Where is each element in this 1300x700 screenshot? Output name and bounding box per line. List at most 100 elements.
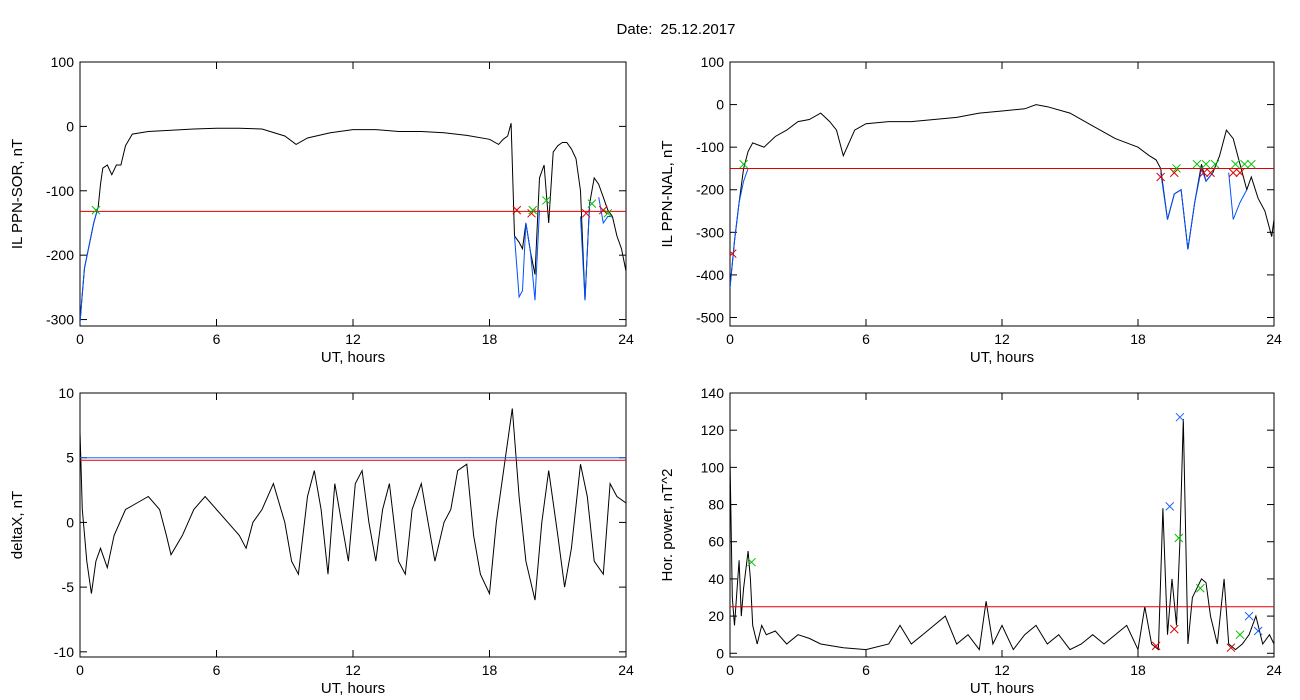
y-tick-label: -200 xyxy=(696,182,724,198)
x-tick-label: 12 xyxy=(994,331,1010,347)
y-tick-label: -5 xyxy=(62,579,75,595)
y-tick-label: 60 xyxy=(708,534,724,550)
y-tick-label: 0 xyxy=(716,645,724,661)
x-marker xyxy=(1199,168,1209,178)
y-axis-label: deltaX, nT xyxy=(9,491,26,559)
date-prefix: Date: xyxy=(617,21,653,38)
x-marker xyxy=(528,205,538,215)
series-line-0 xyxy=(730,104,1274,288)
y-tick-label: -300 xyxy=(696,224,724,240)
x-marker xyxy=(747,557,756,567)
x-marker xyxy=(1174,533,1184,543)
x-tick-label: 0 xyxy=(726,331,734,347)
panel-sor: 0 6 12 18 24 -300 -200 -100 0 100 UT, hours IL PPN-… xyxy=(9,54,634,366)
y-tick-label: 5 xyxy=(66,450,74,466)
y-tick-label: -300 xyxy=(46,312,74,328)
plot-area xyxy=(730,412,1274,653)
x-tick-label: 18 xyxy=(482,662,498,678)
x-tick-label: 24 xyxy=(1266,331,1282,347)
x-tick-label: 6 xyxy=(213,331,221,347)
x-marker xyxy=(1151,641,1161,651)
x-tick-label: 12 xyxy=(345,662,361,678)
x-tick-label: 24 xyxy=(1266,662,1282,678)
x-tick-label: 0 xyxy=(76,662,84,678)
x-marker xyxy=(1228,168,1238,178)
x-marker xyxy=(1195,583,1205,593)
plot-frame xyxy=(729,392,1275,658)
plot-frame xyxy=(79,392,627,658)
x-tick-label: 0 xyxy=(76,331,84,347)
y-axis-label: IL PPN-NAL, nT xyxy=(659,141,676,248)
x-marker xyxy=(598,205,608,215)
y-tick-label: 100 xyxy=(51,54,75,70)
x-marker xyxy=(1210,159,1220,169)
y-tick-label: 0 xyxy=(716,97,724,113)
x-marker xyxy=(603,208,613,218)
x-marker xyxy=(91,205,101,215)
y-tick-label: 10 xyxy=(58,385,74,401)
series-line-0 xyxy=(80,408,626,601)
y-tick-label: 80 xyxy=(708,497,724,513)
x-marker xyxy=(1235,168,1245,178)
series-line-3 xyxy=(580,203,591,301)
x-marker xyxy=(512,205,522,215)
x-axis-label: UT, hours xyxy=(321,680,385,697)
y-axis-label: IL PPN-SOR, nT xyxy=(9,139,26,249)
x-axis-label: UT, hours xyxy=(970,680,1034,697)
x-axis-label: UT, hours xyxy=(321,349,385,366)
x-tick-label: 0 xyxy=(726,662,734,678)
x-marker xyxy=(1246,159,1256,169)
y-tick-label: 120 xyxy=(701,422,725,438)
x-tick-label: 24 xyxy=(618,331,634,347)
plot-area xyxy=(80,123,626,323)
x-marker xyxy=(1165,502,1175,511)
panel-nal: 0 6 12 18 24 -500 -400 -300 -200 -100 0 100 UT, hour… xyxy=(659,54,1282,366)
y-tick-label: 0 xyxy=(66,514,74,530)
y-tick-label: 140 xyxy=(701,385,725,401)
series-line-3 xyxy=(1228,172,1248,220)
y-tick-label: -10 xyxy=(54,644,74,660)
figure-title: Date: 25.12.2017 xyxy=(617,21,736,38)
x-marker xyxy=(1172,164,1181,173)
series-line-0 xyxy=(80,123,626,323)
x-marker xyxy=(542,196,551,205)
x-marker xyxy=(1175,412,1185,422)
series-line-1 xyxy=(80,206,99,323)
x-marker xyxy=(1253,626,1263,636)
x-marker xyxy=(1206,168,1215,178)
y-tick-label: -100 xyxy=(46,183,74,199)
x-marker xyxy=(730,249,737,258)
x-marker xyxy=(1226,643,1236,653)
panel-deltax: 0 6 12 18 24 -10 -5 0 5 10 UT, hours deltaX, nT xyxy=(9,385,634,697)
x-tick-label: 12 xyxy=(994,662,1010,678)
y-tick-label: -500 xyxy=(696,309,724,325)
y-tick-label: 100 xyxy=(701,459,725,475)
x-tick-label: 12 xyxy=(345,331,361,347)
series-line-0 xyxy=(730,418,1274,652)
y-tick-label: 20 xyxy=(708,608,724,624)
y-tick-label: -400 xyxy=(696,267,724,283)
series-line-1 xyxy=(730,168,749,288)
x-marker xyxy=(587,199,597,209)
x-tick-label: 18 xyxy=(1130,662,1146,678)
x-tick-label: 18 xyxy=(482,331,498,347)
x-tick-label: 6 xyxy=(862,331,870,347)
x-marker xyxy=(739,159,748,169)
series-line-2 xyxy=(514,210,540,301)
plot-area xyxy=(730,104,1274,288)
x-marker xyxy=(1169,168,1179,178)
x-marker xyxy=(1235,630,1245,640)
y-tick-label: -200 xyxy=(46,247,74,263)
x-marker xyxy=(1244,611,1254,621)
y-axis-label: Hor. power, nT^2 xyxy=(659,469,676,582)
plot-frame xyxy=(729,61,1275,327)
x-tick-label: 18 xyxy=(1130,331,1146,347)
x-tick-label: 24 xyxy=(618,662,634,678)
x-marker xyxy=(1240,159,1249,169)
x-tick-label: 6 xyxy=(862,662,870,678)
plot-frame xyxy=(79,61,627,327)
date-value: 25.12.2017 xyxy=(660,21,735,38)
y-tick-label: 100 xyxy=(701,54,725,70)
